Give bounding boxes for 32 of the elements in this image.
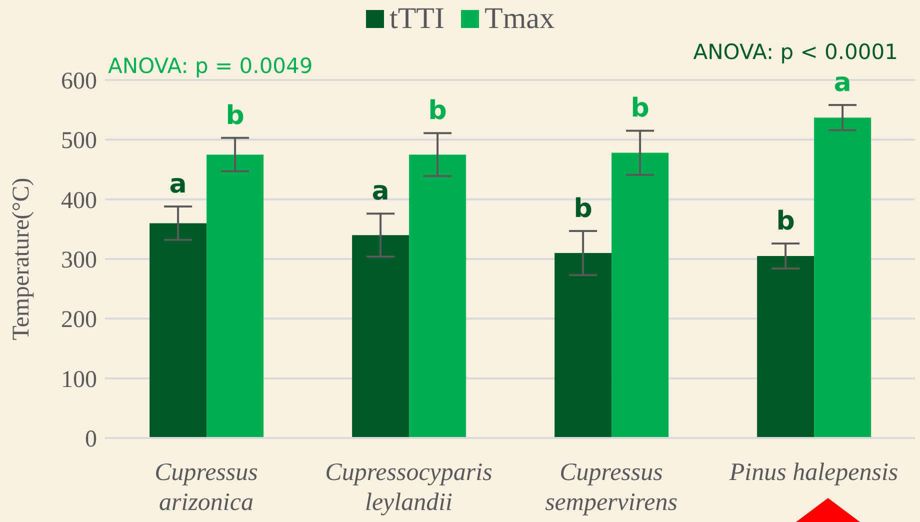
bar bbox=[757, 256, 814, 438]
x-tick-label: Cupressus arizonica bbox=[154, 459, 258, 516]
text: ANOVA: p = 0.0049 bbox=[108, 54, 313, 78]
bar bbox=[612, 152, 669, 438]
bar bbox=[409, 154, 466, 438]
bar bbox=[352, 235, 410, 438]
data-label: b bbox=[574, 194, 592, 224]
data-label: a bbox=[169, 169, 187, 200]
y-tick-label: 100 bbox=[61, 366, 97, 393]
legend-label: tTTI bbox=[388, 2, 444, 36]
data-label: b bbox=[226, 100, 244, 131]
x-tick-label: Cupressus sempervirens bbox=[545, 459, 678, 516]
y-tick-label: 400 bbox=[61, 188, 97, 214]
data-label: b bbox=[428, 96, 447, 126]
y-tick-label: 0 bbox=[85, 426, 97, 453]
y-tick-label: 500 bbox=[61, 128, 97, 154]
legend-label: Tmax bbox=[484, 2, 554, 36]
bar bbox=[206, 154, 264, 438]
x-tick-label: Cupressocyparis leylandii bbox=[325, 459, 492, 516]
bar bbox=[554, 253, 612, 438]
text: ANOVA: p < 0.0001 bbox=[693, 40, 898, 64]
data-label: a bbox=[372, 176, 390, 207]
data-label: a bbox=[834, 68, 852, 98]
y-tick-label: 300 bbox=[61, 248, 97, 274]
y-tick-label: 200 bbox=[61, 307, 97, 334]
x-tick-label: Pinus halepensis bbox=[728, 459, 898, 486]
y-tick-label: 600 bbox=[61, 68, 97, 95]
data-label: b bbox=[630, 94, 650, 124]
y-axis-title: Temperature(°C) bbox=[8, 178, 35, 340]
data-label: b bbox=[776, 206, 795, 236]
bar bbox=[150, 223, 207, 438]
bar bbox=[814, 118, 872, 438]
